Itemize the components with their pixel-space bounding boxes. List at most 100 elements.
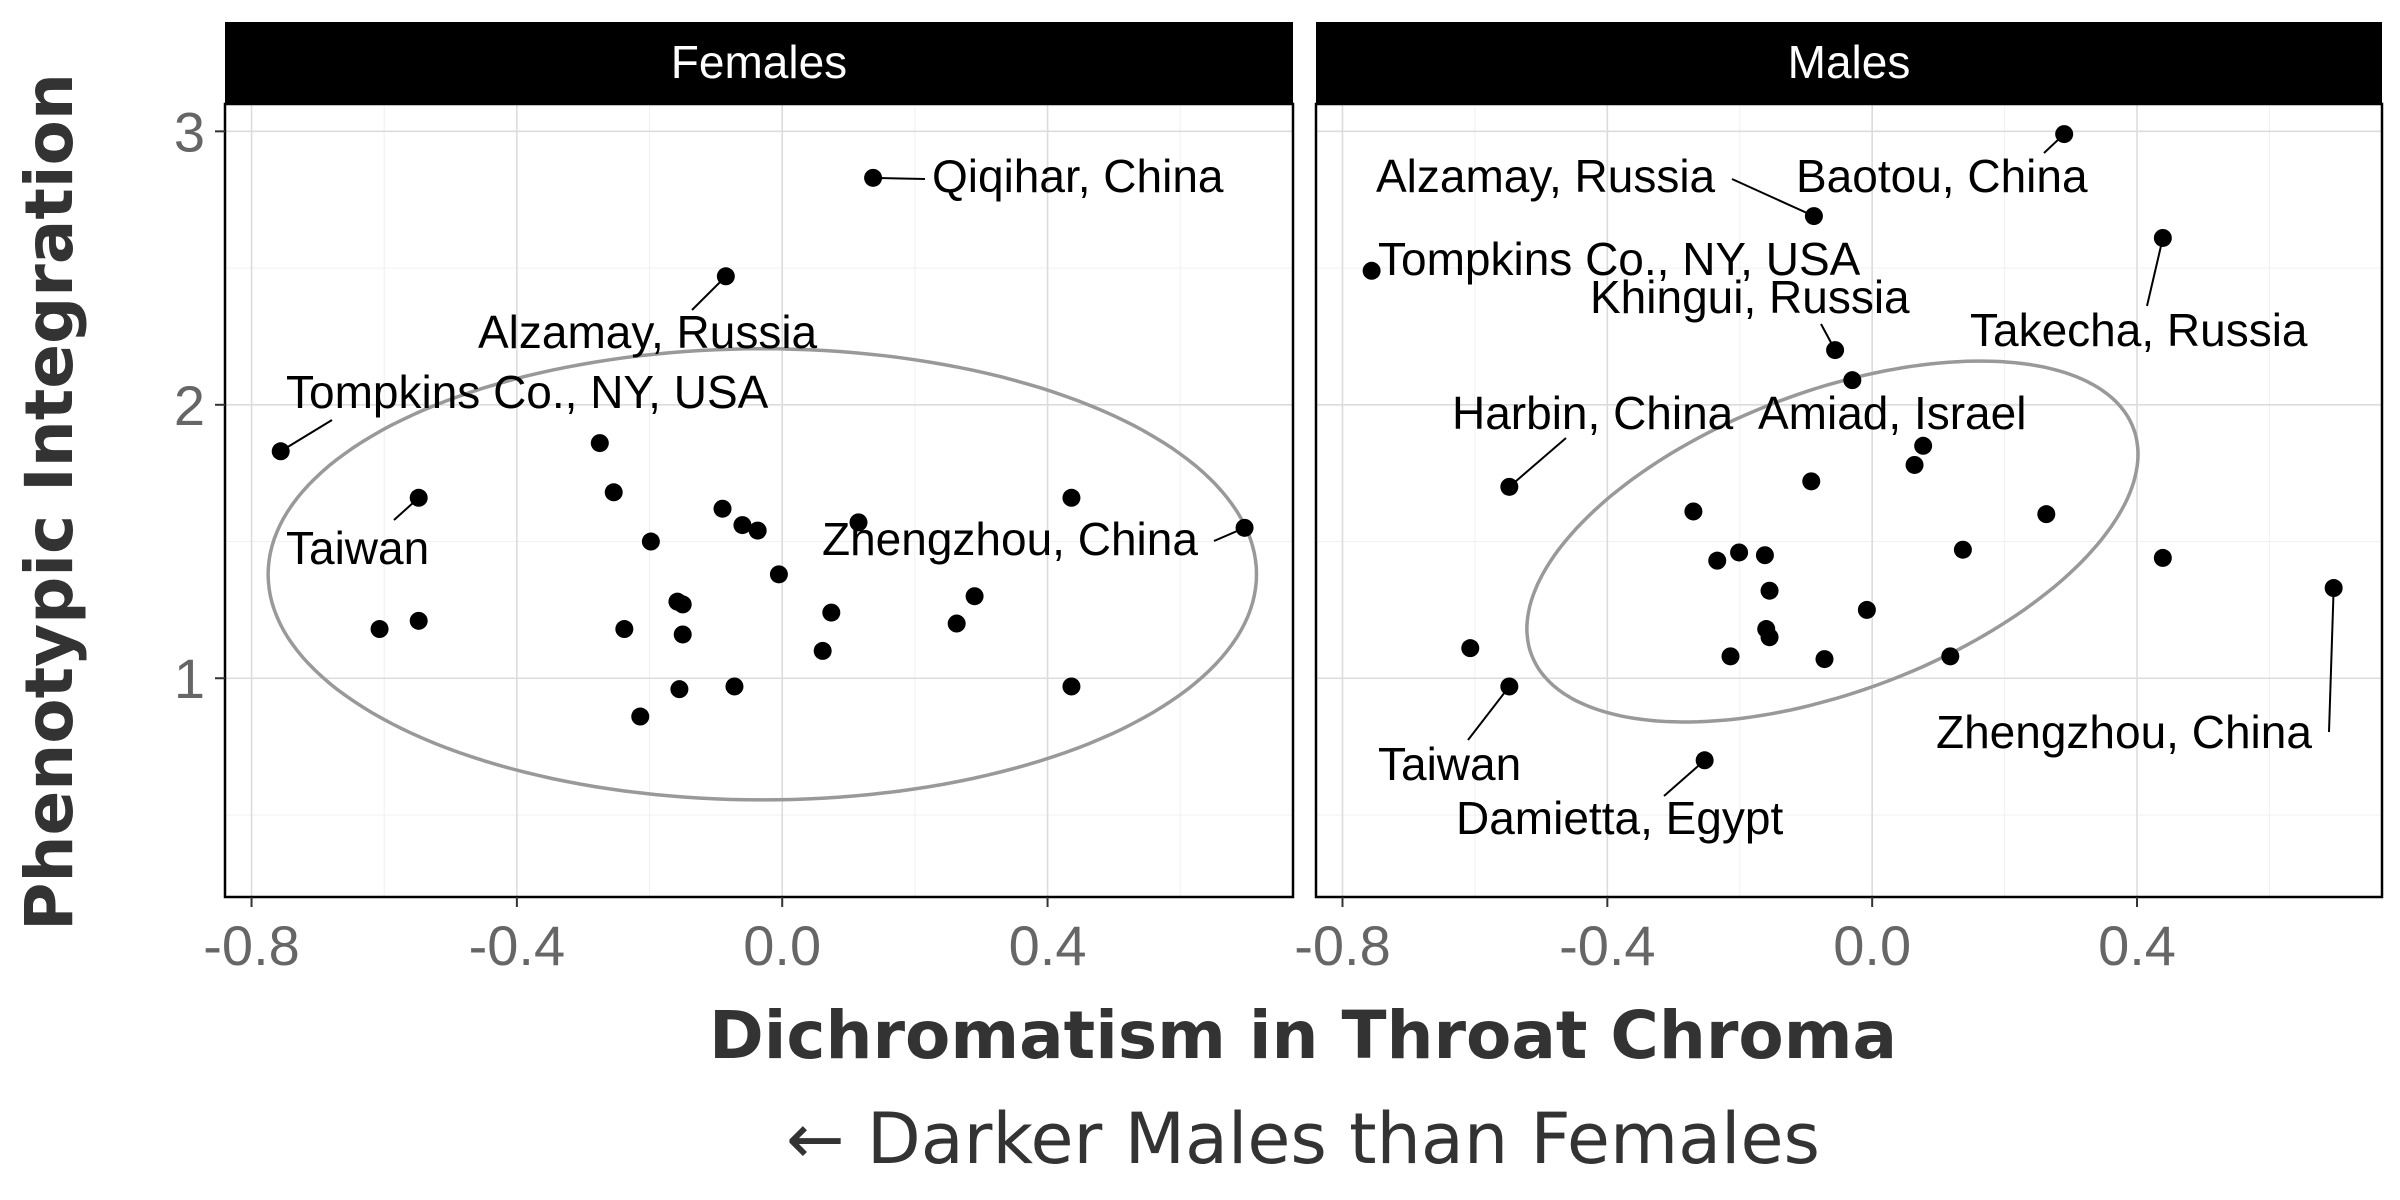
x-tick-label: 0.4 (2098, 914, 2176, 977)
label-leader-line (2146, 237, 2164, 307)
data-point (1815, 650, 1834, 669)
data-point (673, 625, 692, 644)
x-tick-label: -0.8 (1294, 914, 1391, 977)
y-axis-title: Phenotypic Integration (11, 73, 88, 931)
x-tick-label: -0.4 (1559, 914, 1656, 977)
data-point (1953, 540, 1972, 559)
data-point (2153, 548, 2172, 567)
strip-females (225, 22, 1293, 104)
panel-background (1316, 104, 2382, 897)
point-label: Khingui, Russia (1590, 271, 1910, 323)
label-leader-line (280, 419, 333, 453)
x-tick-label: -0.4 (469, 914, 566, 977)
y-tick-label: 2 (174, 374, 205, 437)
label-leader-line (1467, 685, 1511, 741)
data-point (713, 499, 732, 518)
label-leader-line (2328, 587, 2335, 733)
data-point (1500, 477, 1519, 496)
data-point (864, 168, 883, 187)
data-point (409, 488, 428, 507)
data-point (1905, 455, 1924, 474)
data-point (1826, 341, 1845, 360)
data-point (1062, 677, 1081, 696)
data-point (1500, 677, 1519, 696)
data-point (947, 614, 966, 633)
confidence-ellipse (266, 346, 1259, 802)
y-tick-label: 3 (174, 100, 205, 163)
point-label: Zhengzhou, China (1936, 706, 2312, 758)
data-point (1730, 543, 1749, 562)
data-point (1684, 502, 1703, 521)
data-point (2153, 228, 2172, 247)
x-tick-label: -0.8 (203, 914, 300, 977)
data-point (1461, 639, 1480, 658)
point-label: Zhengzhou, China (822, 513, 1198, 565)
label-leader-line (1508, 437, 1567, 488)
label-leader-line (1663, 759, 1706, 797)
axes: -0.8 -0.4 0.0 0.4 1 2 3 -0.8 -0.4 0.0 0.4 (174, 100, 2176, 977)
data-point (1708, 551, 1727, 570)
data-point (813, 641, 832, 660)
strip-title-females: Females (671, 36, 847, 88)
data-point (1941, 647, 1960, 666)
point-label: Amiad, Israel (1758, 387, 2026, 439)
data-point (769, 565, 788, 584)
data-point (1857, 600, 1876, 619)
panel-males: Alzamay, Russia Baotou, China Tompkins Co.… (1314, 102, 2384, 899)
point-label: Taiwan (286, 522, 429, 574)
data-point (673, 595, 692, 614)
x-tick-label: 0.0 (1833, 914, 1911, 977)
panel-background (225, 104, 1293, 897)
data-point (1362, 261, 1381, 280)
data-point (1843, 371, 1862, 390)
data-point (1760, 628, 1779, 647)
data-point (604, 483, 623, 502)
x-tick-label: 0.4 (1009, 914, 1087, 977)
data-point (965, 587, 984, 606)
data-point (271, 442, 290, 461)
data-point (370, 620, 389, 639)
data-point (615, 620, 634, 639)
data-point (1755, 546, 1774, 565)
data-point (822, 603, 841, 622)
strip-males (1316, 22, 2382, 104)
point-label: Tompkins Co., NY, USA (1378, 233, 1861, 285)
data-point (849, 513, 868, 532)
data-point (1235, 518, 1254, 537)
data-point (733, 516, 752, 535)
data-point (2055, 125, 2074, 144)
x-axis-caption: ← Darker Males than Females (786, 1098, 1820, 1180)
point-label: Alzamay, Russia (478, 306, 818, 358)
point-label: Takecha, Russia (1970, 304, 2308, 356)
panel-females: Qiqihar, China Alzamay, Russia Tompkins Co… (223, 102, 1295, 899)
point-label: Qiqihar, China (932, 150, 1224, 202)
panel-border (1314, 102, 2384, 899)
point-label: Harbin, China (1452, 387, 1734, 439)
data-point (1914, 436, 1933, 455)
point-label: Damietta, Egypt (1456, 792, 1783, 844)
data-point (1760, 581, 1779, 600)
point-label: Alzamay, Russia (1376, 150, 1716, 202)
data-point (631, 707, 650, 726)
label-leader-line (1731, 178, 1815, 218)
x-tick-label: 0.0 (743, 914, 821, 977)
point-label: Taiwan (1378, 738, 1521, 790)
data-point (2324, 579, 2343, 598)
data-point (725, 677, 744, 696)
data-point (748, 521, 767, 540)
panel-border (223, 102, 1295, 899)
data-point (2037, 505, 2056, 524)
point-label: Tompkins Co., NY, USA (286, 366, 769, 418)
x-axis-title: Dichromatism in Throat Chroma (709, 997, 1897, 1074)
data-point (1802, 472, 1821, 491)
data-point (1062, 488, 1081, 507)
y-tick-label: 1 (174, 647, 205, 710)
data-point (590, 434, 609, 453)
point-label: Baotou, China (1796, 150, 2088, 202)
data-point (409, 611, 428, 630)
data-point (716, 267, 735, 286)
data-point (670, 680, 689, 699)
data-point (1804, 207, 1823, 226)
data-point (1695, 751, 1714, 770)
